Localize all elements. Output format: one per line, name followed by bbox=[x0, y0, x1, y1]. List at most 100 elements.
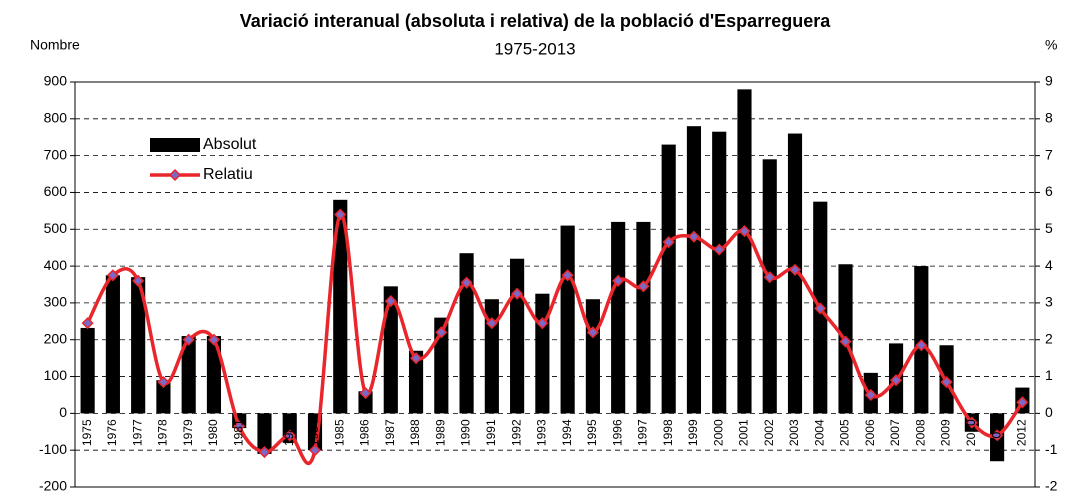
bar bbox=[383, 286, 398, 414]
bar bbox=[459, 253, 474, 414]
y-tick-label: 500 bbox=[44, 220, 68, 236]
y2-axis-label: % bbox=[1045, 37, 1057, 53]
legend-label: Relatiu bbox=[203, 166, 253, 183]
marker bbox=[157, 376, 170, 389]
marker bbox=[435, 326, 448, 339]
bar bbox=[762, 159, 777, 414]
x-tick-label: 2009 bbox=[939, 419, 953, 446]
marker bbox=[207, 333, 221, 346]
y-tick-label: 800 bbox=[44, 110, 68, 126]
marker bbox=[965, 416, 978, 429]
x-tick-label: 2000 bbox=[711, 419, 725, 446]
x-tick-label: 1989 bbox=[433, 419, 447, 446]
marker bbox=[763, 271, 776, 284]
bar bbox=[611, 221, 626, 414]
x-tick-label: 1976 bbox=[105, 419, 119, 446]
x-tick-label: 1997 bbox=[636, 419, 650, 446]
x-tick-label: 2008 bbox=[913, 419, 927, 446]
y-tick-label: -100 bbox=[39, 441, 67, 457]
legend-swatch bbox=[150, 138, 200, 152]
marker bbox=[839, 335, 852, 348]
bar bbox=[712, 131, 727, 414]
bar bbox=[181, 336, 196, 414]
y2-tick-label: 0 bbox=[1045, 404, 1053, 420]
marker bbox=[511, 287, 524, 300]
marker bbox=[409, 352, 423, 365]
y2-tick-label: 5 bbox=[1045, 220, 1053, 236]
x-tick-label: 1986 bbox=[358, 419, 372, 446]
legend-marker bbox=[168, 168, 182, 182]
y2-tick-label: 7 bbox=[1045, 146, 1053, 162]
y2-tick-label: 6 bbox=[1045, 183, 1053, 199]
chart-title: Variació interanual (absoluta i relativa… bbox=[240, 11, 831, 31]
bar bbox=[510, 258, 525, 414]
marker bbox=[182, 333, 195, 346]
x-tick-label: 1978 bbox=[156, 419, 170, 446]
marker bbox=[536, 317, 549, 330]
marker bbox=[788, 263, 802, 276]
bar bbox=[560, 225, 575, 414]
marker bbox=[915, 339, 928, 352]
marker bbox=[864, 388, 877, 402]
marker bbox=[814, 302, 827, 315]
bar bbox=[686, 126, 702, 414]
marker bbox=[889, 374, 903, 387]
x-tick-label: 1975 bbox=[80, 419, 94, 446]
x-tick-label: 1991 bbox=[484, 419, 498, 446]
x-tick-label: 1981 bbox=[231, 419, 245, 446]
x-tick-label: 2003 bbox=[787, 419, 801, 446]
y2-tick-label: -2 bbox=[1045, 478, 1058, 493]
bar bbox=[156, 380, 171, 414]
marker bbox=[334, 208, 347, 221]
x-tick-label: 1985 bbox=[332, 419, 346, 446]
plot-border bbox=[74, 81, 1036, 488]
x-tick-label: 2011 bbox=[989, 419, 1003, 445]
legend-label: Absolut bbox=[203, 136, 257, 153]
bar bbox=[484, 299, 499, 414]
bar bbox=[737, 89, 752, 414]
x-tick-label: 1995 bbox=[585, 419, 599, 446]
line bbox=[86, 212, 1024, 465]
x-tick-label: 1994 bbox=[560, 419, 574, 446]
y-tick-label: 0 bbox=[59, 404, 67, 420]
x-tick-label: 1990 bbox=[459, 419, 473, 446]
marker bbox=[637, 280, 650, 293]
marker bbox=[132, 274, 145, 287]
marker bbox=[687, 230, 701, 243]
y2-tick-label: -1 bbox=[1045, 441, 1058, 457]
marker bbox=[308, 444, 322, 457]
x-tick-label: 2007 bbox=[888, 419, 902, 446]
x-tick-label: 1988 bbox=[408, 419, 422, 446]
x-tick-label: 2010 bbox=[964, 419, 978, 446]
bar bbox=[661, 144, 676, 414]
marker bbox=[460, 276, 473, 289]
y-tick-label: 300 bbox=[44, 294, 68, 310]
bar bbox=[636, 221, 651, 414]
x-tick-label: 1979 bbox=[181, 419, 195, 446]
x-tick-label: 2001 bbox=[737, 419, 751, 446]
bar bbox=[358, 391, 373, 414]
bar bbox=[333, 199, 348, 414]
marker bbox=[384, 295, 397, 308]
x-tick-label: 1992 bbox=[509, 419, 523, 446]
y-tick-label: 400 bbox=[44, 257, 68, 273]
bar bbox=[585, 299, 600, 414]
x-tick-label: 1996 bbox=[610, 419, 624, 446]
x-tick-label: 1984 bbox=[307, 419, 321, 446]
bar bbox=[408, 350, 424, 414]
x-tick-label: 1983 bbox=[282, 419, 296, 446]
x-tick-label: 1977 bbox=[130, 419, 144, 446]
bar bbox=[105, 275, 120, 414]
bar bbox=[206, 336, 222, 414]
x-tick-label: 1999 bbox=[686, 419, 700, 446]
marker bbox=[106, 269, 119, 282]
x-tick-label: 1998 bbox=[661, 419, 675, 446]
x-tick-label: 1980 bbox=[206, 419, 220, 446]
y2-tick-label: 2 bbox=[1045, 330, 1053, 346]
marker bbox=[738, 225, 751, 238]
marker bbox=[258, 445, 271, 459]
y2-tick-label: 4 bbox=[1045, 257, 1053, 273]
bar bbox=[80, 327, 95, 414]
bar bbox=[257, 413, 272, 454]
